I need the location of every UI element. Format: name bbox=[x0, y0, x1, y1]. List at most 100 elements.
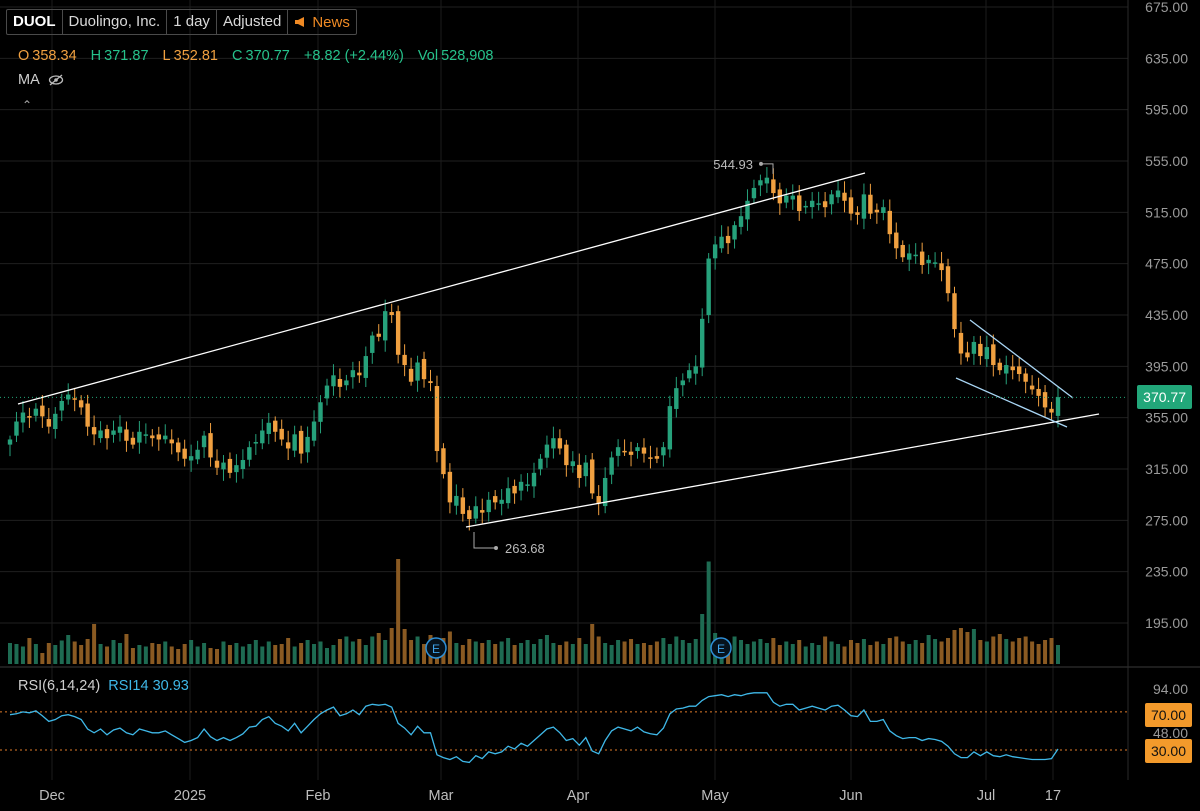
volume-bar bbox=[816, 645, 821, 664]
candle-body bbox=[434, 386, 440, 452]
candle-body bbox=[260, 430, 265, 444]
candle-body bbox=[240, 460, 246, 469]
volume-bar bbox=[370, 636, 375, 664]
volume-bar bbox=[208, 648, 213, 664]
candle-body bbox=[751, 187, 757, 199]
rsi-legend: RSI(6,14,24) RSI14 30.93 bbox=[18, 678, 189, 694]
candle-body bbox=[570, 461, 576, 467]
volume-bar bbox=[117, 643, 122, 664]
candle-body bbox=[525, 484, 530, 486]
price-tick-label: 235.00 bbox=[1145, 564, 1188, 580]
volume-bar bbox=[92, 624, 97, 664]
candle-body bbox=[680, 380, 685, 386]
close-label: C bbox=[232, 48, 243, 64]
volume-bar bbox=[946, 638, 951, 664]
volume-bar bbox=[415, 636, 420, 664]
high-marker-dot bbox=[759, 161, 763, 166]
volume-bar bbox=[156, 644, 161, 664]
candle-body bbox=[693, 366, 698, 374]
volume-bar bbox=[506, 638, 511, 664]
candle-body bbox=[945, 266, 951, 294]
candle-body bbox=[266, 422, 271, 434]
candle-body bbox=[1010, 366, 1015, 371]
volume-bar bbox=[163, 641, 168, 664]
volume-bar bbox=[85, 639, 90, 664]
lower-trendline bbox=[465, 413, 1100, 528]
symbol[interactable]: DUOL bbox=[7, 10, 63, 34]
volume-bar bbox=[169, 646, 174, 664]
volume-bar bbox=[454, 643, 459, 664]
volume-bar bbox=[777, 645, 782, 664]
volume-bar bbox=[525, 640, 530, 664]
volume-bar bbox=[1056, 645, 1060, 664]
candle-body bbox=[615, 447, 621, 456]
volume-bar bbox=[266, 641, 271, 664]
candle-body bbox=[402, 354, 407, 366]
volume-bar bbox=[687, 643, 692, 664]
candle-body bbox=[130, 437, 136, 445]
candlesticks bbox=[7, 167, 1061, 531]
candle-body bbox=[363, 356, 369, 378]
volume-bar bbox=[234, 643, 239, 664]
rsi-title: RSI(6,14,24) bbox=[18, 678, 101, 694]
price-tick-label: 555.00 bbox=[1145, 153, 1188, 169]
candle-body bbox=[712, 244, 718, 259]
volume-bar bbox=[357, 639, 362, 664]
candle-body bbox=[861, 194, 867, 219]
volume-bar bbox=[486, 640, 491, 664]
candle-body bbox=[285, 442, 291, 449]
volume-bar bbox=[907, 644, 912, 664]
candle-body bbox=[247, 447, 252, 460]
candle-body bbox=[564, 444, 569, 466]
volume-bar bbox=[997, 634, 1002, 664]
candle-body bbox=[835, 190, 841, 198]
volume-bar bbox=[1004, 639, 1009, 664]
interval-selector[interactable]: 1 day bbox=[167, 10, 217, 34]
candle-body bbox=[208, 433, 213, 458]
ma-indicator[interactable]: MA bbox=[18, 72, 64, 88]
volume-value: 528,908 bbox=[441, 48, 494, 64]
candle-body bbox=[661, 447, 666, 456]
volume-bar bbox=[14, 644, 19, 664]
volume-bar bbox=[803, 646, 808, 664]
volume-bar bbox=[551, 643, 556, 664]
candle-body bbox=[687, 370, 692, 379]
volume-bar bbox=[124, 634, 129, 664]
volume-bar bbox=[383, 640, 388, 664]
candle-body bbox=[874, 209, 880, 213]
volume-label: Vol bbox=[417, 48, 439, 64]
volume-bar bbox=[842, 646, 847, 664]
candle-body bbox=[20, 412, 26, 423]
volume-bar bbox=[292, 646, 297, 664]
news-button[interactable]: News bbox=[288, 10, 356, 34]
volume-bar bbox=[111, 640, 116, 664]
chevron-up-icon[interactable]: ⌃ bbox=[22, 98, 33, 112]
candle-body bbox=[311, 421, 317, 441]
candle-body bbox=[253, 442, 259, 444]
volume-bar bbox=[661, 638, 666, 664]
candle-body bbox=[331, 375, 336, 387]
candle-body bbox=[978, 343, 983, 357]
volume-bar bbox=[900, 641, 905, 664]
candle-body bbox=[958, 332, 964, 354]
volume-bar bbox=[797, 640, 802, 664]
candle-body bbox=[518, 481, 524, 491]
eye-off-icon[interactable] bbox=[48, 74, 64, 86]
volume-bar bbox=[447, 631, 452, 664]
candle-body bbox=[1004, 365, 1009, 374]
rsi-pane bbox=[0, 692, 1128, 764]
volume-bar bbox=[577, 638, 582, 664]
megaphone-icon bbox=[295, 17, 305, 27]
volume-bar bbox=[396, 559, 401, 664]
candle-body bbox=[512, 485, 517, 494]
candle-body bbox=[544, 444, 550, 458]
candle-body bbox=[551, 438, 556, 449]
candle-body bbox=[674, 388, 679, 409]
candle-body bbox=[499, 499, 504, 504]
adjusted-toggle[interactable]: Adjusted bbox=[217, 10, 289, 34]
volume-bar bbox=[53, 645, 58, 664]
candle-body bbox=[305, 436, 310, 453]
volume-bar bbox=[739, 640, 744, 664]
volume-bar bbox=[137, 645, 142, 664]
